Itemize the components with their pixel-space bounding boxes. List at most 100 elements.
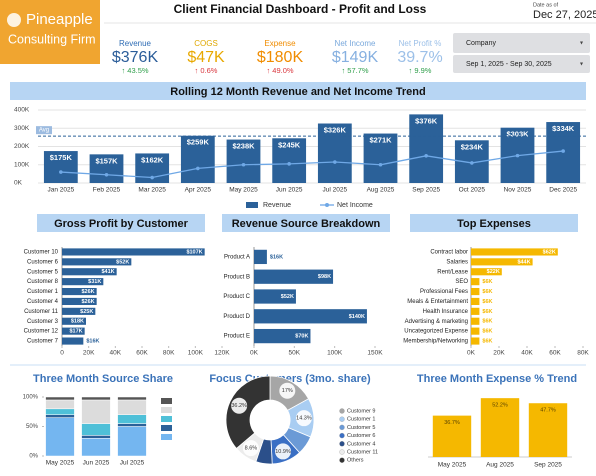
x-tick-label: Nov 2025 — [504, 187, 532, 194]
bar-value-label: $16K — [270, 254, 283, 260]
bar-value-label: $6K — [482, 289, 492, 295]
x-tick-label: Oct 2025 — [459, 187, 486, 194]
avg-label: Avg — [39, 128, 49, 134]
x-tick-label: Jun 2025 — [276, 187, 303, 194]
x-tick-label: 50K — [289, 350, 301, 357]
bar-segment — [81, 438, 111, 457]
bar — [363, 133, 398, 183]
filter-box[interactable] — [453, 33, 590, 53]
bar-value-label: $22K — [487, 269, 500, 275]
section-header — [37, 214, 205, 232]
line-point — [196, 166, 200, 171]
category-label: Product E — [224, 334, 250, 340]
bar-value-label: $31K — [88, 279, 101, 285]
bar-segment — [45, 414, 75, 418]
date-caption: Date as of — [533, 2, 559, 8]
line — [60, 150, 564, 179]
x-tick-label: May 2025 — [229, 187, 258, 194]
kpi-label: Expense — [264, 39, 296, 48]
category-label: Advertising & marketing — [405, 319, 468, 325]
bar — [528, 403, 568, 457]
category-label: Customer 3 — [27, 319, 59, 325]
label-badge — [242, 440, 259, 457]
kpi-change: ↑ 43.5% — [121, 66, 148, 75]
label-badge — [275, 443, 292, 460]
x-tick-label: 40K — [521, 350, 533, 357]
legend-swatch — [161, 425, 172, 431]
legend-label: Customer 1 — [347, 417, 375, 423]
category-label: Meals & Entertainment — [407, 299, 468, 305]
bar — [432, 415, 472, 457]
x-tick-label: Jul 2025 — [120, 460, 145, 467]
line-point — [561, 149, 565, 153]
category-label: Contract labor — [430, 250, 468, 256]
bar-value-label: $271K — [369, 136, 392, 145]
legend-label: Customer 11 — [347, 449, 378, 455]
category-label: Salaries — [446, 259, 468, 265]
legend-swatch — [161, 434, 172, 440]
legend-swatch — [339, 424, 345, 431]
legend-label: Revenue — [263, 202, 291, 209]
y-tick-label: 0K — [14, 180, 23, 187]
x-tick-label: Apr 2025 — [185, 187, 212, 194]
bar-segment — [117, 423, 147, 427]
bar-segment — [117, 426, 147, 457]
kpi-value: $149K — [332, 49, 379, 66]
x-tick-label: Dec 2025 — [549, 187, 577, 194]
date-value: Dec 27, 2025 — [533, 9, 596, 21]
label-badge — [231, 397, 248, 414]
bar-value-label: $62K — [543, 249, 556, 255]
category-label: Customer 7 — [27, 339, 59, 345]
category-label: Uncategorized Expense — [404, 329, 468, 335]
x-tick-label: 100K — [188, 350, 204, 357]
bar-value-label: $6K — [482, 279, 492, 285]
bar-value-label: $26K — [82, 289, 95, 295]
bar — [254, 249, 267, 265]
x-tick-label: 0 — [60, 350, 64, 357]
legend-swatch — [325, 203, 329, 207]
bar-value-label: $245K — [278, 140, 301, 149]
bar-segment — [81, 423, 111, 436]
legend-label: Net Income — [337, 202, 373, 209]
bar-value-label: $140K — [349, 314, 365, 320]
bar-segment — [117, 396, 147, 401]
line-point — [424, 154, 428, 158]
category-label: Customer 6 — [27, 259, 59, 265]
x-tick-label: 60K — [549, 350, 561, 357]
bar — [471, 307, 480, 315]
bar-segment — [117, 399, 147, 415]
bar — [226, 139, 261, 183]
bar-value-label: $234K — [461, 142, 484, 151]
dashboard-title: Client Financial Dashboard - Profit and … — [174, 2, 427, 16]
section-header — [222, 214, 390, 232]
x-tick-label: 80K — [577, 350, 589, 357]
bar-segment — [45, 408, 75, 415]
category-label: Membership/Networking — [403, 339, 468, 345]
x-tick-label: 40K — [110, 350, 122, 357]
bar — [62, 327, 85, 335]
bar-value-label: $334K — [552, 124, 575, 133]
slice-label: 8.6% — [245, 446, 258, 452]
bar-segment — [117, 414, 147, 424]
y-tick-label: 100% — [23, 395, 39, 401]
bar-value-label: $18K — [71, 319, 84, 325]
bar — [317, 123, 352, 183]
bar — [471, 327, 480, 335]
bar — [471, 287, 480, 296]
dropdown-arrow: ▾ — [580, 62, 583, 68]
bar — [471, 278, 480, 286]
bar — [254, 328, 311, 344]
x-tick-label: Jul 2025 — [323, 187, 348, 194]
bar — [409, 114, 444, 183]
bar-value-label: $303K — [506, 130, 529, 139]
filter-box[interactable] — [453, 55, 590, 73]
bar — [62, 297, 97, 306]
slice-label: 14.3% — [296, 416, 312, 422]
x-tick-label: 150K — [367, 350, 383, 357]
bar-value-label: $6K — [482, 329, 492, 335]
legend-swatch — [339, 408, 345, 414]
x-tick-label: May 2025 — [46, 460, 75, 467]
bar-segment — [45, 396, 75, 401]
